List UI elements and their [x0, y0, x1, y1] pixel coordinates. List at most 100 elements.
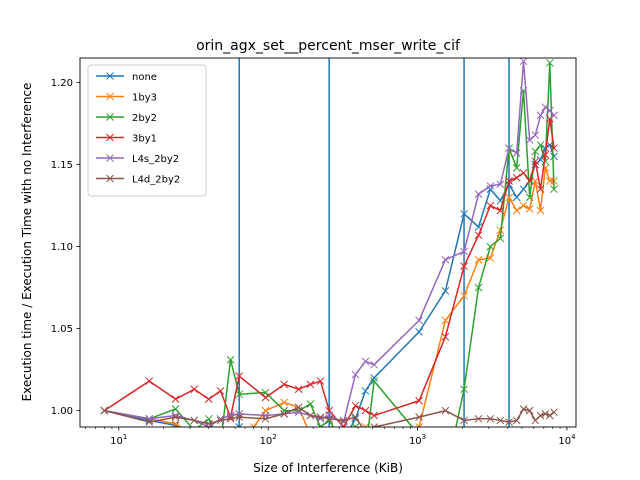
data-point: [351, 413, 360, 422]
y-tick-label: 1.05: [51, 324, 73, 335]
data-point: [362, 448, 369, 455]
legend-label: none: [132, 72, 157, 83]
data-point: [280, 398, 289, 407]
data-point: [441, 316, 450, 325]
data-point: [351, 423, 360, 427]
data-point: [536, 206, 545, 215]
data-point: [441, 287, 450, 295]
x-axis-label: Size of Interference (KiB): [253, 461, 403, 475]
data-point: [512, 164, 521, 172]
data-point: [541, 103, 550, 112]
x-tick-label: 102: [260, 433, 277, 447]
series-l4d-2by2: [100, 403, 558, 435]
data-point: [512, 149, 521, 157]
data-point: [519, 405, 528, 413]
data-point: [351, 401, 360, 410]
data-point: [191, 432, 198, 439]
data-point: [307, 446, 314, 453]
legend-marker: [106, 174, 114, 183]
data-point: [536, 411, 545, 420]
data-point: [536, 111, 545, 120]
data-point: [339, 416, 348, 425]
data-point: [100, 406, 109, 415]
data-point: [545, 114, 554, 123]
data-point: [171, 405, 180, 413]
data-point: [171, 395, 180, 403]
legend-item-1by3: 1by3: [96, 93, 157, 104]
series-line: [104, 406, 555, 427]
data-point: [340, 437, 347, 444]
data-point: [340, 440, 347, 447]
data-point: [496, 416, 505, 425]
data-point: [415, 316, 423, 325]
data-point: [261, 393, 270, 402]
data-point: [316, 423, 325, 427]
legend-label: 2by2: [132, 113, 157, 124]
data-point: [441, 406, 450, 415]
data-point: [541, 410, 550, 418]
data-point: [531, 157, 540, 166]
data-point: [235, 423, 244, 427]
data-point: [460, 262, 468, 271]
plot-frame: [79, 57, 577, 428]
data-point: [145, 377, 154, 385]
data-point: [550, 144, 558, 153]
data-point: [460, 416, 468, 425]
data-point: [317, 445, 324, 452]
legend-marker: [106, 92, 114, 101]
data-point: [370, 360, 378, 369]
data-point: [227, 440, 234, 447]
data-point: [505, 144, 513, 153]
data-point: [496, 234, 505, 243]
data-point: [474, 190, 483, 198]
data-point: [145, 418, 154, 426]
data-point: [340, 440, 347, 447]
data-point: [235, 413, 244, 422]
data-point: [536, 141, 545, 149]
x-tick-label: 104: [558, 433, 576, 447]
data-point: [204, 423, 213, 427]
data-point: [536, 185, 545, 194]
data-point: [525, 193, 534, 202]
data-point: [306, 411, 315, 420]
data-point: [474, 414, 483, 423]
legend-label: L4d_2by2: [132, 175, 180, 186]
data-point: [306, 400, 315, 408]
data-point: [316, 377, 325, 385]
data-point: [531, 147, 540, 156]
data-point: [512, 206, 521, 215]
y-tick-label: 1.20: [51, 78, 73, 89]
data-point: [226, 355, 235, 364]
data-point: [294, 403, 303, 412]
data-point: [415, 413, 423, 422]
data-point: [261, 414, 270, 423]
data-point: [415, 396, 423, 405]
data-point: [325, 414, 334, 423]
data-point: [280, 410, 289, 418]
data-point: [205, 440, 212, 447]
data-point: [370, 423, 378, 427]
legend-marker: [106, 72, 114, 80]
data-point: [460, 247, 468, 256]
data-point: [519, 185, 528, 194]
data-point: [519, 201, 528, 210]
data-point: [525, 205, 534, 213]
data-point: [474, 283, 483, 292]
data-point: [171, 413, 180, 422]
data-point: [545, 59, 554, 67]
data-point: [307, 432, 314, 439]
y-tick-label: 1.00: [51, 406, 73, 417]
y-tick-label: 1.10: [51, 242, 73, 253]
data-point: [496, 180, 505, 189]
data-point: [361, 423, 370, 427]
data-point: [361, 387, 370, 395]
data-point: [512, 193, 521, 202]
data-point: [486, 201, 495, 210]
legend-item-l4s-2by2: L4s_2by2: [96, 154, 179, 165]
data-point: [205, 435, 212, 442]
data-point: [352, 432, 359, 439]
data-point: [295, 443, 302, 450]
data-point: [362, 428, 369, 435]
data-point: [326, 443, 333, 450]
data-point: [486, 414, 495, 423]
